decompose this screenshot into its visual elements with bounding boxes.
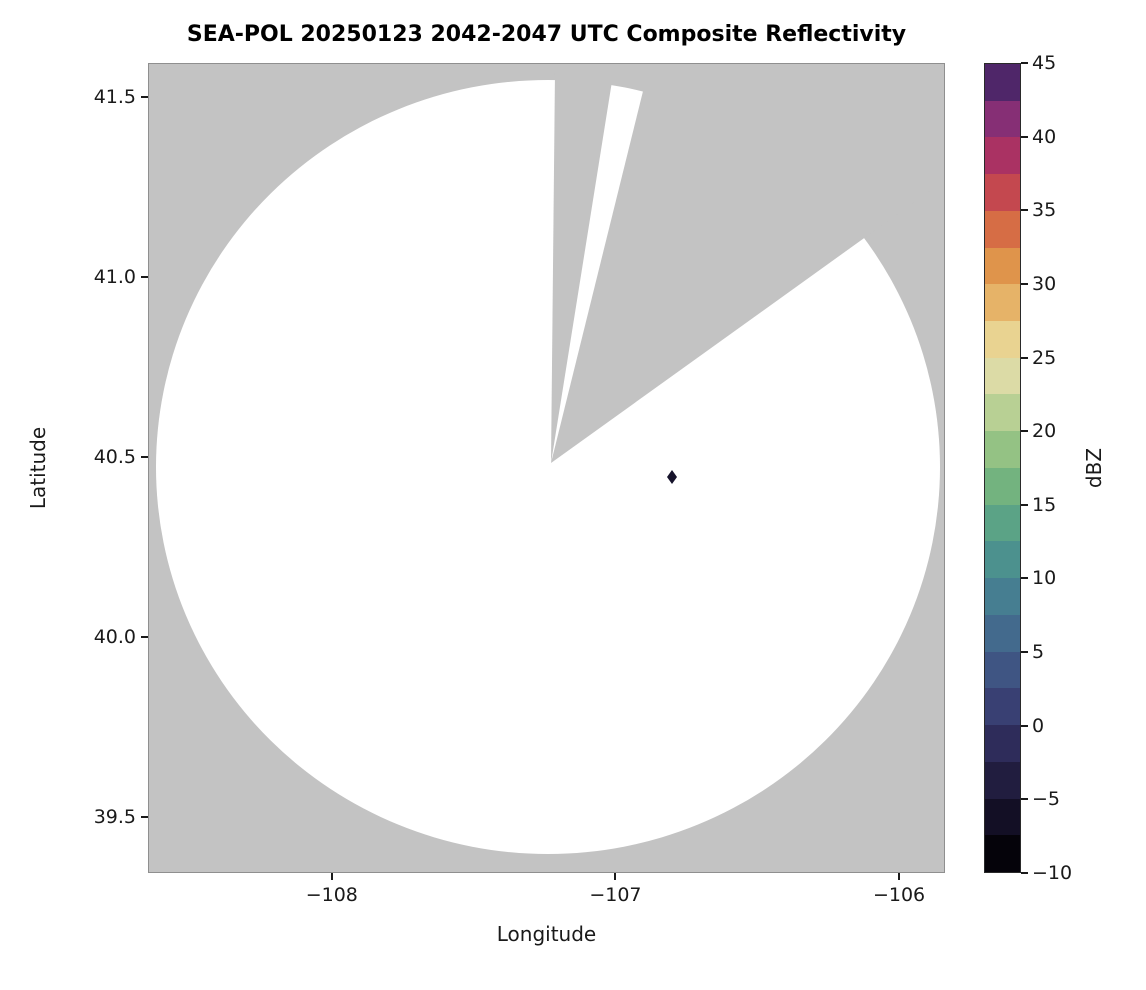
colorbar-tick [1021,651,1028,654]
y-axis-tick [141,455,148,458]
colorbar-segment [985,688,1020,726]
y-axis-tick-label: 41.5 [93,85,136,108]
y-axis-tick [141,635,148,638]
missing-sector-north [551,71,613,463]
y-axis-tick-label: 41.0 [93,265,136,288]
colorbar-tick [1021,798,1028,801]
colorbar-segment [985,504,1020,542]
y-axis-tick-label: 40.5 [93,445,136,468]
colorbar-segment [985,578,1020,615]
x-axis-tick-label: −106 [872,884,926,906]
colorbar-tick [1021,872,1028,874]
colorbar-segment [985,835,1020,872]
radar-map-svg [148,63,945,873]
colorbar-segment [985,320,1020,358]
colorbar-segment [985,210,1020,248]
echo-marker [667,470,677,484]
y-axis-tick-label: 39.5 [93,805,136,828]
colorbar-label: dBZ [1082,447,1106,489]
colorbar-tick-label: 25 [1032,346,1057,369]
colorbar-segment [985,467,1020,505]
colorbar-segment [985,100,1020,138]
plot-area [148,63,945,873]
colorbar-segment [985,614,1020,652]
colorbar-segment [985,284,1020,321]
colorbar-tick [1021,282,1028,285]
colorbar-segment [985,63,1020,101]
y-axis-tick-label: 40.0 [93,625,136,648]
x-axis-label: Longitude [496,922,597,946]
colorbar-tick [1021,62,1028,64]
colorbar-tick [1021,577,1028,580]
colorbar-tick [1021,724,1028,727]
x-axis-tick [614,873,617,880]
colorbar-tick [1021,430,1028,433]
y-axis-tick [141,95,148,98]
missing-sector-northeast [551,71,945,463]
y-axis-tick [141,275,148,278]
colorbar-segment [985,394,1020,432]
colorbar-segment [985,651,1020,689]
colorbar-tick-label: −5 [1032,788,1061,811]
colorbar-segment [985,137,1020,175]
colorbar-segment [985,174,1020,211]
colorbar-tick-label: 30 [1032,272,1057,295]
colorbar-segment [985,431,1020,468]
colorbar-tick [1021,135,1028,138]
colorbar-segment [985,725,1020,762]
colorbar [984,63,1021,873]
colorbar-segment [985,761,1020,799]
y-axis-tick [141,815,148,818]
y-axis-label: Latitude [26,426,50,510]
colorbar-tick-label: 15 [1032,493,1057,516]
x-axis-tick [898,873,901,880]
x-axis-tick-label: −108 [305,884,358,906]
colorbar-tick [1021,356,1028,359]
colorbar-tick-label: 20 [1032,420,1057,443]
x-axis-tick [330,873,333,880]
colorbar-segment [985,247,1020,285]
chart-title: SEA-POL 20250123 2042-2047 UTC Composite… [186,22,907,47]
colorbar-tick [1021,209,1028,212]
colorbar-segment [985,357,1020,395]
colorbar-tick-label: 10 [1032,567,1057,590]
colorbar-tick-label: 0 [1032,714,1045,737]
colorbar-tick-label: 40 [1032,125,1057,148]
colorbar-segment [985,541,1020,579]
colorbar-segment [985,798,1020,836]
colorbar-tick-label: 45 [1032,52,1057,74]
colorbar-tick [1021,503,1028,506]
x-axis-tick-label: −107 [589,884,642,906]
colorbar-tick-label: 35 [1032,199,1057,222]
colorbar-tick-label: 5 [1032,641,1045,664]
colorbar-tick-label: −10 [1032,862,1073,884]
